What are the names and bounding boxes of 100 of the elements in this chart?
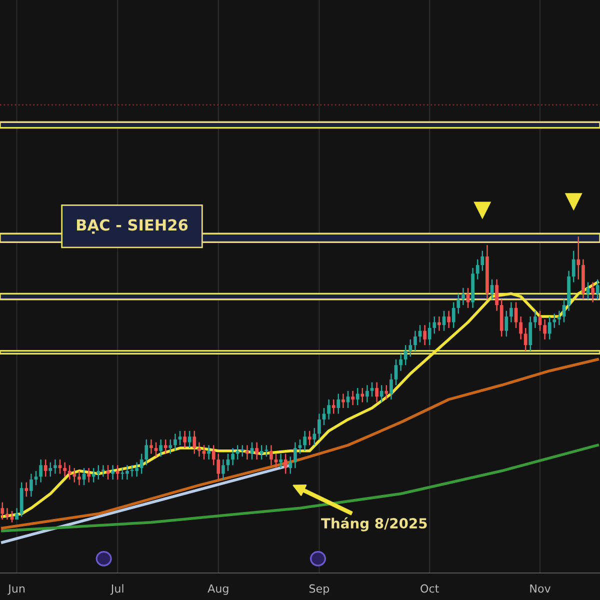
candlestick — [318, 413, 321, 440]
candlestick — [54, 458, 57, 474]
candlestick — [78, 470, 81, 486]
candlestick — [288, 456, 292, 474]
candlestick — [231, 447, 234, 466]
candlestick — [212, 444, 216, 466]
candlestick — [591, 282, 594, 303]
candlestick — [96, 464, 100, 480]
candlestick — [312, 427, 316, 446]
candlestick — [519, 316, 522, 340]
candlestick — [178, 430, 182, 446]
candlestick — [432, 316, 436, 334]
candlestick — [423, 324, 426, 346]
candlestick — [111, 464, 114, 480]
candlestick — [44, 458, 48, 478]
candlestick — [202, 444, 206, 460]
candlestick — [48, 462, 52, 478]
candlestick — [366, 384, 369, 403]
candlestick — [332, 398, 336, 414]
candlestick — [414, 330, 417, 352]
candlestick — [236, 444, 240, 460]
candlestick — [10, 510, 14, 523]
candlestick — [284, 453, 288, 474]
candlestick — [495, 278, 498, 312]
candlestick — [294, 442, 297, 469]
candlestick — [222, 458, 225, 480]
annotation: Tháng 8/2025 — [321, 517, 427, 532]
candlestick — [87, 467, 90, 483]
candlestick — [102, 464, 105, 478]
candlestick — [264, 444, 268, 458]
candlestick — [240, 444, 244, 458]
candlestick — [246, 444, 249, 460]
candlestick — [370, 382, 374, 398]
candlestick — [164, 438, 168, 454]
candlestick — [303, 430, 306, 452]
candlestick — [447, 310, 450, 329]
candlestick — [380, 384, 384, 403]
candlestick — [456, 293, 460, 314]
candlestick — [452, 302, 456, 329]
candlestick — [394, 358, 398, 386]
candlestick — [183, 430, 186, 449]
candlestick — [390, 373, 393, 400]
candlestick — [216, 453, 220, 480]
candlestick — [0, 502, 4, 520]
candlestick — [72, 467, 76, 483]
candlestick — [552, 313, 556, 329]
chart-title: BẠC - SIEH26 — [76, 219, 188, 234]
candlestick — [106, 464, 110, 480]
candlestick — [322, 407, 326, 426]
candlestick — [58, 458, 62, 474]
candlestick — [140, 453, 144, 474]
x-tick-label: Jun — [8, 584, 25, 595]
candlestick — [504, 310, 508, 338]
candlestick — [24, 482, 28, 498]
candlestick — [572, 250, 576, 283]
candlestick — [154, 442, 158, 458]
candlestick — [250, 442, 254, 460]
candlestick — [476, 258, 480, 280]
candlestick — [274, 453, 278, 469]
candlestick — [63, 462, 66, 478]
candlestick — [260, 444, 264, 460]
candlestick — [34, 470, 38, 486]
candlestick — [30, 473, 33, 498]
candlestick — [510, 302, 513, 323]
candlestick — [92, 467, 96, 483]
candlestick — [207, 444, 210, 460]
candlestick — [375, 382, 378, 403]
candlestick — [308, 430, 312, 446]
candlestick — [480, 250, 484, 272]
candlestick — [428, 322, 432, 346]
candlestick — [6, 507, 9, 520]
candlestick — [68, 464, 72, 480]
candlestick — [159, 438, 162, 458]
candlestick — [399, 353, 402, 372]
candlestick — [150, 438, 153, 454]
candlestick — [168, 438, 172, 454]
candlestick — [192, 430, 196, 454]
x-tick-label: Nov — [530, 584, 551, 593]
candlestick — [144, 438, 148, 466]
candlestick — [270, 444, 273, 466]
candlestick — [327, 398, 330, 420]
candlestick — [404, 344, 408, 366]
candlestick — [528, 316, 532, 352]
candlestick — [346, 390, 350, 409]
candlestick — [39, 458, 42, 483]
candlestick — [558, 310, 561, 326]
candlestick — [360, 387, 364, 403]
candlestick — [524, 327, 528, 352]
candlestick — [534, 310, 537, 329]
candlestick — [384, 384, 388, 400]
candlestick — [342, 393, 345, 409]
candlestick — [351, 390, 354, 406]
candlestick — [298, 438, 302, 454]
x-tick-label: Oct — [420, 584, 439, 593]
x-tick-label: Sep — [309, 584, 330, 595]
candlestick — [116, 464, 120, 480]
candlestick — [543, 318, 546, 340]
candlestick — [562, 298, 566, 323]
candlestick — [596, 278, 600, 300]
candlestick — [279, 453, 282, 469]
